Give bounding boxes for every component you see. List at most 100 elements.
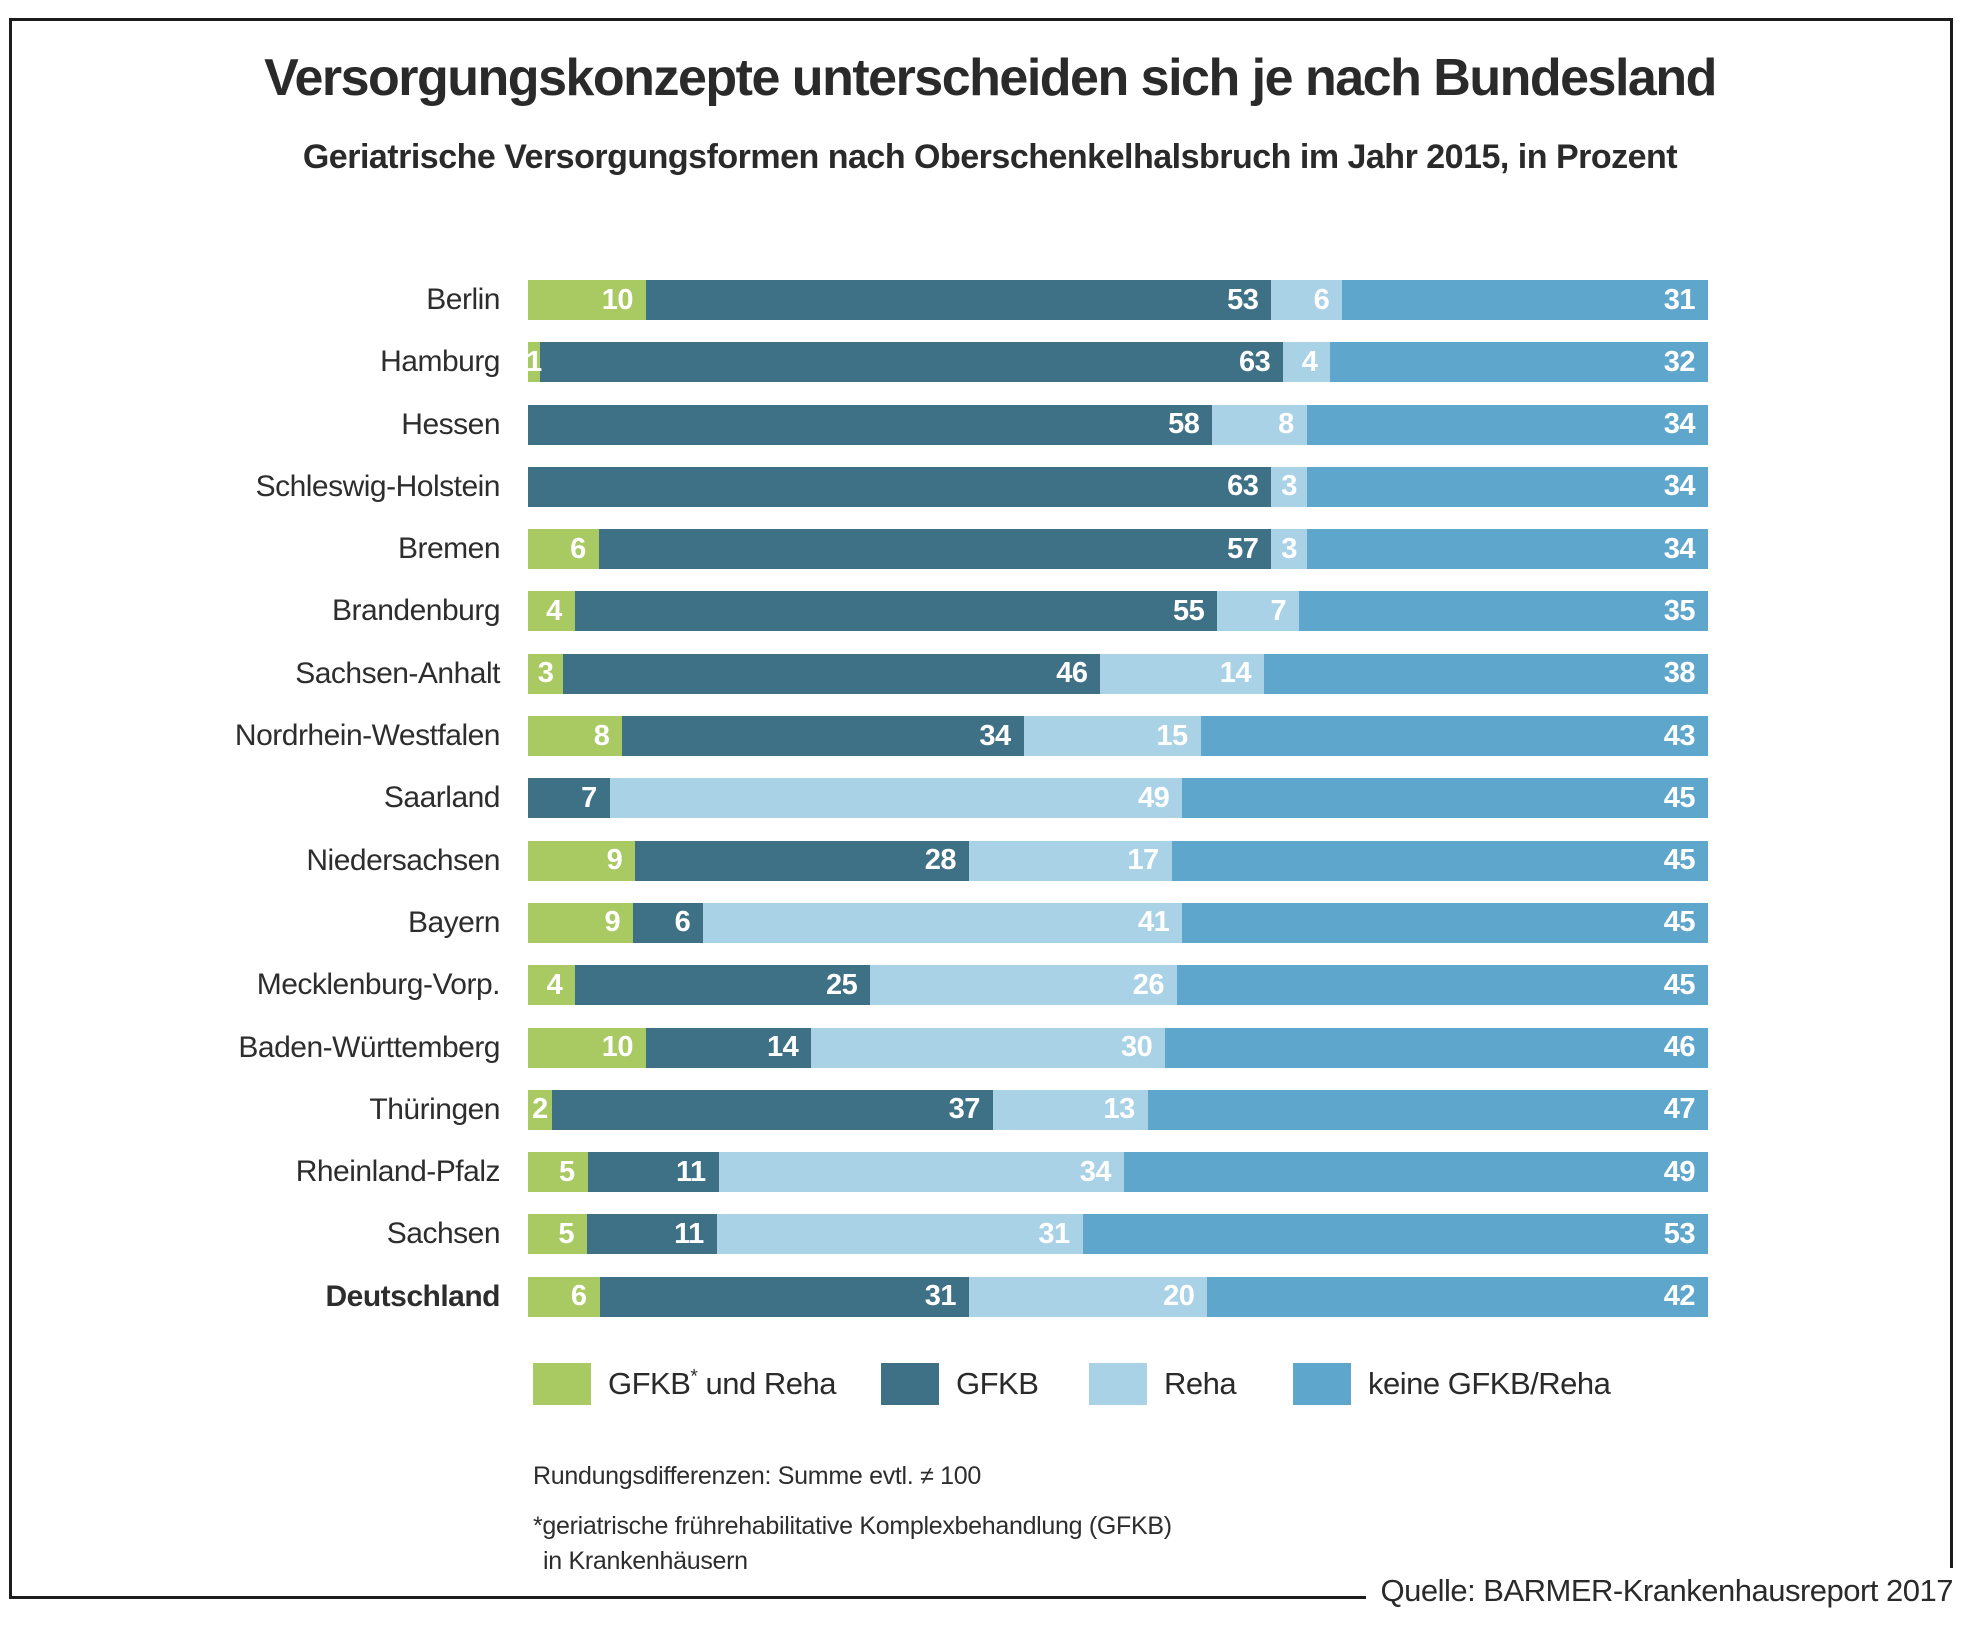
chart-title: Versorgungskonzepte unterscheiden sich j… (264, 49, 1717, 107)
segment-value: 35 (1663, 594, 1696, 627)
segment-value: 34 (1663, 408, 1696, 441)
legend-item: GFKB (881, 1363, 1039, 1405)
segment-value: 3 (537, 657, 554, 690)
row-label: Saarland (383, 781, 501, 815)
stacked-bar: 58 8 34 (528, 404, 1709, 445)
segment-value: 34 (1079, 1155, 1112, 1188)
stacked-bar: 10 14 30 46 (528, 1027, 1708, 1068)
bar-segment-light_blue: 17 (969, 840, 1172, 881)
bar-segment-blue: 34 (1306, 404, 1709, 445)
legend-swatch-blue (1293, 1363, 1351, 1405)
bar-segment-blue: 34 (1306, 466, 1709, 507)
row-label: Brandenburg (332, 594, 500, 628)
row-label: Thüringen (369, 1092, 500, 1126)
legend-label: GFKB* und Reha (608, 1366, 836, 1401)
segment-value: 5 (558, 1217, 574, 1250)
legend-item: GFKB* und Reha (533, 1363, 836, 1405)
legend-swatch-green (533, 1363, 591, 1405)
stacked-bar: 2 37 13 47 (528, 1089, 1709, 1130)
stacked-bar: 5 11 31 53 (528, 1214, 1708, 1255)
bar-segment-green: 10 (528, 280, 646, 320)
chart-row: Brandenburg 4 55 7 35 (0, 591, 1708, 632)
stacked-bar: 5 11 34 49 (528, 1152, 1708, 1193)
segment-value: 8 (1278, 408, 1294, 441)
bar-segment-blue: 42 (1207, 1276, 1709, 1317)
segment-value: 32 (1663, 345, 1696, 378)
legend-label: Reha (1164, 1366, 1237, 1401)
asterisk-superscript: * (690, 1366, 698, 1388)
bar-segment-teal: 37 (551, 1089, 993, 1130)
stacked-bar: 63 3 34 (528, 466, 1709, 507)
bar-segment-light_blue: 15 (1023, 716, 1201, 757)
bar-segment-light_blue: 30 (811, 1027, 1166, 1068)
segment-value: 63 (1238, 345, 1271, 378)
bar-segment-green: 8 (528, 716, 623, 757)
segment-value: 42 (1663, 1280, 1696, 1313)
stacked-bar: 7 49 45 (528, 778, 1708, 819)
segment-value: 1 (526, 345, 542, 378)
segment-value: 55 (1173, 594, 1205, 627)
bar-segment-blue: 38 (1264, 653, 1708, 694)
segment-value: 49 (1663, 1155, 1696, 1188)
segment-value: 20 (1163, 1280, 1195, 1313)
segment-value: 45 (1663, 781, 1696, 814)
bar-segment-light_blue: 34 (718, 1152, 1124, 1193)
bar-segment-green: 3 (528, 653, 564, 694)
bar-segment-teal: 14 (646, 1027, 812, 1068)
segment-value: 5 (558, 1155, 575, 1188)
bar-segment-blue: 43 (1200, 716, 1709, 757)
chart-row: Sachsen-Anhalt 3 46 14 38 (0, 653, 1708, 694)
chart-row: Bayern 9 6 41 45 (0, 902, 1709, 943)
chart-row: Sachsen 5 11 31 53 (0, 1214, 1708, 1255)
segment-value: 10 (601, 283, 634, 316)
stacked-bar: 3 46 14 38 (528, 653, 1708, 694)
bar-segment-light_blue: 8 (1212, 404, 1307, 445)
bar-segment-green: 4 (528, 591, 575, 632)
row-label: Deutschland (325, 1279, 500, 1313)
segment-value: 47 (1663, 1093, 1696, 1126)
segment-value: 37 (948, 1093, 981, 1126)
segment-value: 41 (1138, 906, 1170, 939)
bar-segment-light_blue: 6 (1271, 280, 1343, 320)
source-credit: Quelle: BARMER-Krankenhausreport 2017 (1366, 1568, 1955, 1617)
footnote-rounding: Rundungsdifferenzen: Summe evtl. ≠ 100 (533, 1462, 981, 1490)
bar-segment-blue: 35 (1299, 591, 1708, 632)
chart-row: Hessen 58 8 34 (0, 404, 1709, 445)
row-label: Niedersachsen (306, 843, 500, 877)
bar-segment-blue: 31 (1342, 280, 1708, 320)
footnote-gfkb-definition-line2: in Krankenhäusern (543, 1547, 748, 1575)
bar-segment-teal: 11 (587, 1152, 719, 1193)
segment-value: 6 (674, 906, 691, 939)
segment-value: 46 (1663, 1031, 1696, 1064)
bar-segment-teal: 7 (528, 778, 610, 819)
legend-swatch-light_blue (1089, 1363, 1147, 1405)
segment-value: 15 (1156, 719, 1188, 752)
segment-value: 45 (1663, 968, 1696, 1001)
segment-value: 26 (1132, 968, 1165, 1001)
bar-segment-teal: 63 (539, 342, 1284, 383)
bar-segment-green: 5 (528, 1152, 588, 1193)
stacked-bar: 6 57 3 34 (528, 529, 1708, 570)
chart-row: Mecklenburg-Vorp. 4 25 26 45 (0, 965, 1708, 1006)
chart-row: Nordrhein-Westfalen 8 34 15 43 (0, 716, 1709, 757)
segment-value: 10 (601, 1031, 634, 1064)
segment-value: 14 (1219, 657, 1252, 690)
segment-value: 7 (581, 781, 597, 814)
chart-row: Rheinland-Pfalz 5 11 34 49 (0, 1152, 1708, 1193)
bar-segment-green: 4 (528, 965, 576, 1006)
bar-segment-green: 1 (526, 342, 542, 383)
row-label: Bremen (397, 532, 501, 566)
bar-segment-light_blue: 31 (716, 1214, 1083, 1255)
bar-segment-teal: 6 (633, 902, 704, 943)
chart-row: Bremen 6 57 3 34 (0, 529, 1708, 570)
segment-value: 53 (1227, 283, 1259, 316)
stacked-bar: 1 63 4 32 (526, 342, 1708, 383)
row-label: Hessen (401, 407, 500, 441)
footnote-gfkb-definition: *geriatrische frührehabilitative Komplex… (533, 1512, 1172, 1540)
row-label: Sachsen (386, 1217, 501, 1251)
legend-swatch-teal (881, 1363, 939, 1405)
segment-value: 17 (1127, 844, 1159, 877)
chart-row: Niedersachsen 9 28 17 45 (0, 840, 1708, 881)
bar-segment-teal: 11 (587, 1214, 717, 1255)
row-label: Hamburg (380, 345, 500, 379)
